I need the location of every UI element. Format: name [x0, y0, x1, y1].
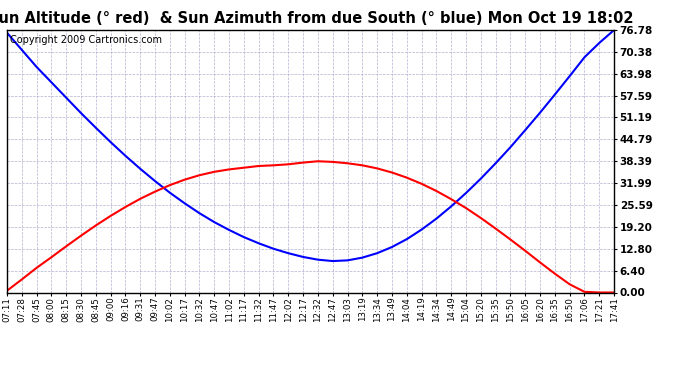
- Text: Sun Altitude (° red)  & Sun Azimuth from due South (° blue) Mon Oct 19 18:02: Sun Altitude (° red) & Sun Azimuth from …: [0, 11, 633, 26]
- Text: Copyright 2009 Cartronics.com: Copyright 2009 Cartronics.com: [10, 35, 162, 45]
